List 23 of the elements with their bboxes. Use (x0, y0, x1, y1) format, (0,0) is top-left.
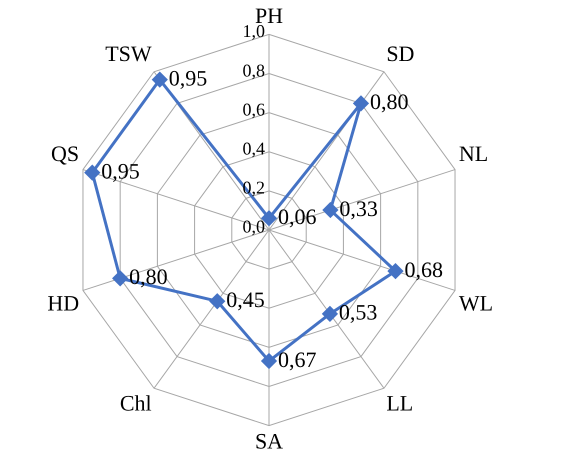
spoke-label: HD (47, 290, 80, 316)
data-label: 0,80 (129, 264, 168, 290)
spoke-label: WL (458, 290, 494, 316)
spoke-label: SA (254, 428, 284, 454)
data-label: 0,68 (404, 256, 443, 282)
data-label: 0,80 (370, 89, 408, 114)
spoke-label: LL (386, 390, 414, 416)
y-tick-label: 0,8 (242, 60, 265, 80)
data-label: 0,33 (339, 196, 378, 221)
spoke-label: NL (458, 140, 488, 166)
spoke-label: SD (386, 41, 414, 66)
data-label: 0,53 (338, 300, 378, 325)
data-label: 0,95 (168, 65, 208, 90)
y-tick-label: 0,0 (242, 216, 265, 237)
y-tick-label: 0,6 (242, 99, 265, 120)
data-label: 0,45 (226, 286, 265, 312)
spoke-label: QS (51, 140, 80, 166)
y-tick-label: 0,4 (242, 138, 265, 158)
spoke-label: TSW (105, 41, 152, 66)
data-label: 0,06 (278, 204, 316, 230)
data-label: 0,95 (101, 158, 140, 184)
spoke-label: Chl (120, 390, 152, 416)
data-label: 0,67 (278, 346, 316, 372)
